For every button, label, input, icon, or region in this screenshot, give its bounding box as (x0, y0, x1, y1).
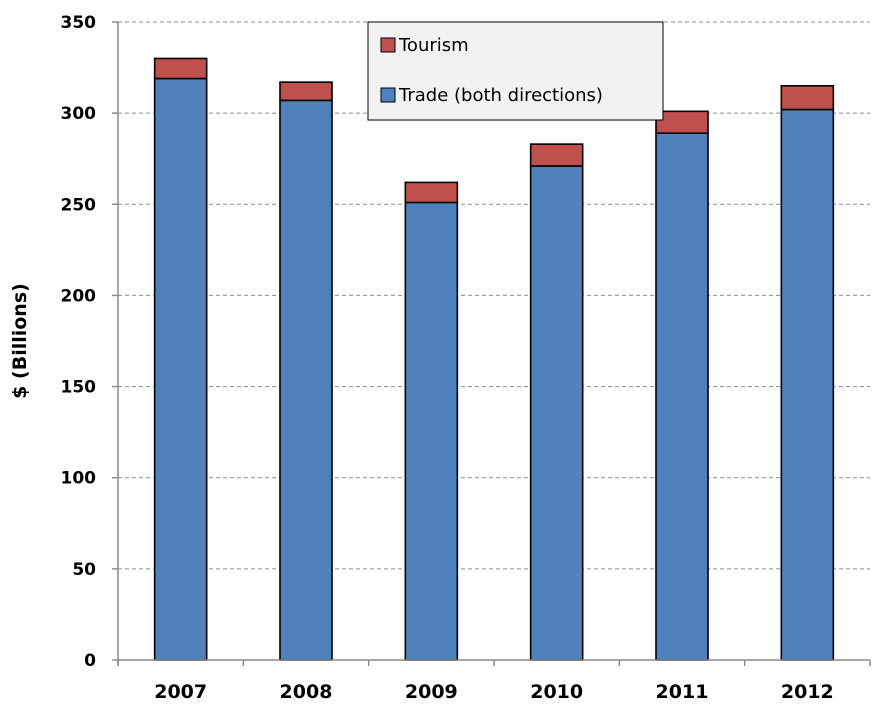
x-tick-label: 2008 (280, 681, 333, 703)
legend-swatch (380, 37, 396, 53)
x-tick-label: 2010 (530, 681, 583, 703)
y-tick-label: 250 (61, 195, 97, 215)
bar-tourism-2008 (279, 81, 333, 102)
bar-trade-2008 (279, 99, 333, 661)
y-axis-ticks: 0 50 100 150 200 250 300 350 (61, 13, 118, 671)
bar-trade-2011 (655, 132, 709, 661)
x-tick-label: 2009 (405, 681, 458, 703)
x-tick-label: 2007 (154, 681, 207, 703)
bar-trade-2009 (404, 201, 459, 661)
legend-swatch (380, 87, 396, 103)
bar-trade-2012 (780, 108, 835, 661)
y-tick-label: 150 (61, 378, 97, 398)
x-tick-label: 2011 (656, 681, 709, 703)
legend-box (367, 21, 664, 121)
bar-tourism-2007 (153, 57, 208, 80)
legend: Tourism Trade (both directions) (367, 21, 664, 121)
bar-trade-2007 (153, 77, 208, 661)
y-tick-label: 200 (61, 286, 97, 306)
legend-label: Trade (both directions) (398, 85, 603, 106)
gridlines (118, 21, 870, 570)
bar-tourism-2011 (655, 110, 709, 134)
y-tick-label: 350 (61, 13, 97, 33)
legend-label: Tourism (398, 35, 469, 56)
y-tick-label: 50 (72, 560, 96, 580)
x-tick-label: 2012 (781, 681, 834, 703)
y-axis-title: $ (Billions) (9, 283, 31, 399)
bar-tourism-2009 (404, 181, 459, 204)
y-tick-label: 300 (61, 104, 97, 124)
y-tick-label: 0 (84, 651, 96, 671)
bars (153, 57, 835, 661)
bar-tourism-2012 (780, 85, 835, 111)
x-axis: 2007 2008 2009 2010 2011 2012 (117, 22, 871, 703)
bar-tourism-2010 (529, 143, 584, 167)
bar-trade-2010 (529, 165, 584, 661)
y-tick-label: 100 (61, 469, 97, 489)
